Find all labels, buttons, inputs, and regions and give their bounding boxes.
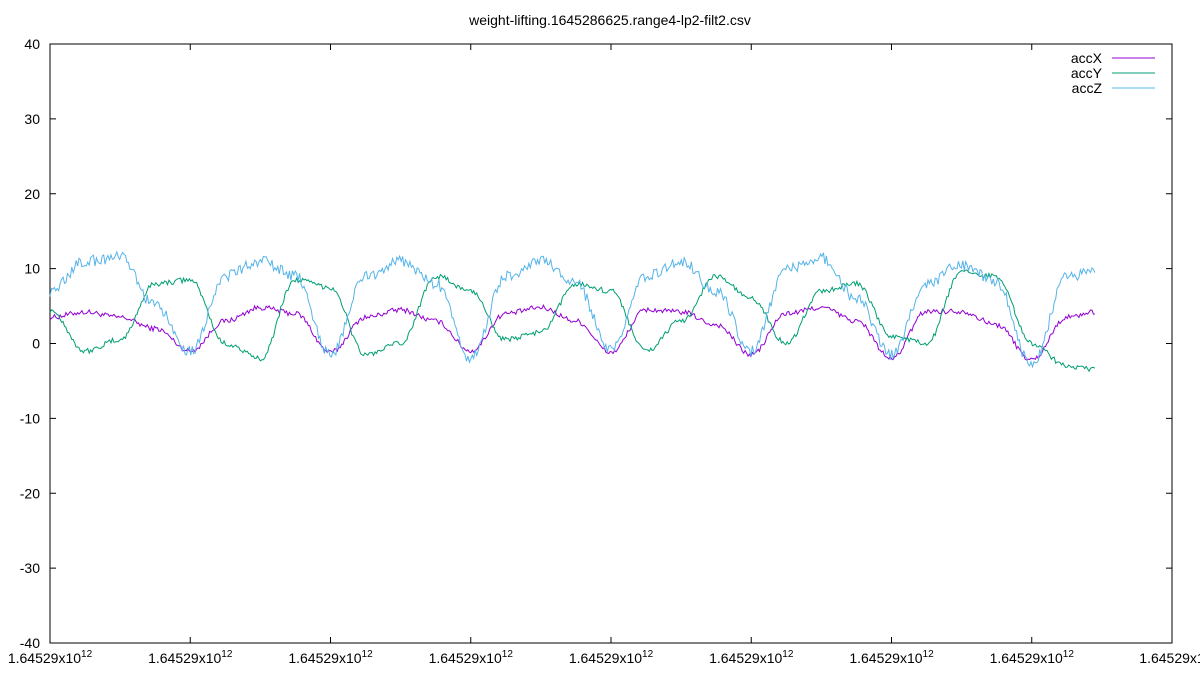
- y-tick-label: 30: [24, 111, 40, 127]
- y-tick-label: -40: [20, 635, 40, 651]
- chart-title: weight-lifting.1645286625.range4-lp2-fil…: [468, 12, 751, 28]
- x-tick-label: 1.64529x1012: [849, 649, 934, 666]
- y-tick-label: 0: [32, 336, 40, 352]
- y-tick-label: -10: [20, 410, 40, 426]
- series-line-accY: [49, 269, 1096, 373]
- x-tick-label: 1.64529x1012: [429, 649, 514, 666]
- legend-label: accZ: [1072, 80, 1103, 96]
- series-line-accZ: [49, 250, 1096, 369]
- series-group: [49, 250, 1096, 373]
- plot-border: [49, 43, 1173, 644]
- y-tick-label: 40: [24, 36, 40, 52]
- x-tick-label: 1.64529x1012: [148, 649, 233, 666]
- legend-label: accY: [1071, 65, 1103, 81]
- y-tick-label: 20: [24, 186, 40, 202]
- x-tick-label: 1.64529x1: [1139, 650, 1200, 666]
- y-tick-label: 10: [24, 261, 40, 277]
- x-tick-label: 1.64529x1012: [709, 649, 794, 666]
- x-tick-label: 1.64529x1012: [990, 649, 1075, 666]
- x-tick-label: 1.64529x1012: [288, 649, 373, 666]
- y-tick-label: -30: [20, 560, 40, 576]
- y-tick-label: -20: [20, 485, 40, 501]
- series-line-accX: [49, 304, 1095, 361]
- x-tick-label: 1.64529x1012: [569, 649, 654, 666]
- axis-ticks: -40 -30 -20 -10 0 10 20 30 40 1.64529x1012 1.64529…: [8, 36, 1200, 666]
- x-tick-label: 1.64529x1012: [8, 649, 93, 666]
- legend-label: accX: [1071, 50, 1103, 66]
